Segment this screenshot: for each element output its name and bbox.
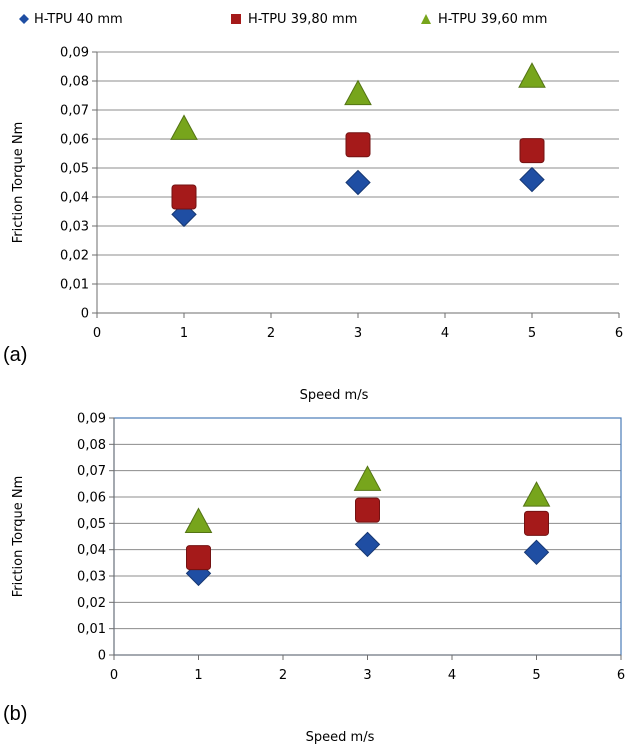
chart-b-point-triangle [353,465,382,491]
x-tick-label: 2 [279,668,287,683]
y-tick-label: 0,03 [77,570,106,585]
legend-label: H-TPU 40 mm [34,12,123,27]
y-tick-label: 0,02 [60,249,89,264]
y-tick-label: 0,03 [60,220,89,235]
y-tick-label: 0,08 [77,438,106,453]
x-tick-label: 5 [532,668,540,683]
chart-a-point-triangle [344,79,372,106]
chart-b-point-diamond [523,539,550,566]
legend-item-h-tpu-39-60: H-TPU 39,60 mm [420,12,547,27]
chart-a-point-diamond [345,169,371,196]
y-axis-label: Friction Torque Nm [11,122,26,243]
chart-b-point-square [524,510,549,536]
triangle-marker-icon [420,13,432,25]
y-tick-label: 0,07 [77,464,106,479]
legend-label: H-TPU 39,60 mm [438,12,548,27]
diamond-marker-icon [18,13,30,25]
x-tick-label: 6 [615,326,623,341]
x-tick-label: 0 [93,326,101,341]
x-tick-label: 3 [363,668,371,683]
chart-a-point-triangle [518,62,546,88]
x-tick-label: 0 [110,668,118,683]
square-marker-icon [230,13,242,25]
x-tick-label: 3 [354,326,362,341]
legend-label: H-TPU 39,80 mm [248,12,358,27]
chart-b-point-triangle [522,481,551,507]
chart-b-point-diamond [354,531,381,558]
y-tick-label: 0,05 [60,162,89,177]
x-axis-label: Speed m/s [306,730,375,744]
y-tick-label: 0,06 [77,491,106,506]
x-axis-label: Speed m/s [300,388,369,403]
chart-b-point-square [186,545,211,571]
x-tick-label: 1 [180,326,188,341]
x-tick-label: 4 [441,326,449,341]
x-tick-label: 1 [194,668,202,683]
y-tick-label: 0,04 [60,191,89,206]
chart-b-point-square [355,497,380,523]
legend-item-h-tpu-39-80: H-TPU 39,80 mm [230,12,357,27]
y-tick-label: 0,01 [77,622,106,637]
y-tick-label: 0 [81,307,89,322]
y-tick-label: 0,02 [77,596,106,611]
x-tick-label: 4 [448,668,456,683]
panel-label: (a) [3,344,27,366]
chart-legend: H-TPU 40 mm H-TPU 39,80 mm H-TPU 39,60 m… [0,0,627,36]
x-tick-label: 5 [528,326,536,341]
chart-a: 0 0,01 0,02 0,03 0,04 0,05 0,06 0,07 0,08 0,09 0 1 2… [3,46,623,404]
x-tick-label: 6 [617,668,625,683]
y-tick-label: 0,09 [60,46,89,61]
y-tick-label: 0,08 [60,75,89,90]
panel-label: (b) [3,703,27,725]
y-tick-label: 0,09 [77,412,106,427]
y-axis-label: Friction Torque Nm [11,476,26,597]
y-tick-label: 0,05 [77,517,106,532]
y-tick-label: 0,01 [60,278,89,293]
y-tick-label: 0,07 [60,104,89,119]
chart-a-point-diamond [519,166,545,193]
y-tick-label: 0,06 [60,133,89,148]
chart-b-point-triangle [184,507,213,533]
chart-a-point-triangle [170,114,198,140]
legend-item-h-tpu-40: H-TPU 40 mm [18,12,123,27]
chart-a-point-square [345,132,371,158]
x-tick-label: 2 [267,326,275,341]
chart-a-point-square [171,184,197,210]
y-tick-label: 0,04 [77,543,106,558]
chart-a-point-square [519,138,545,164]
y-tick-label: 0 [98,649,106,664]
